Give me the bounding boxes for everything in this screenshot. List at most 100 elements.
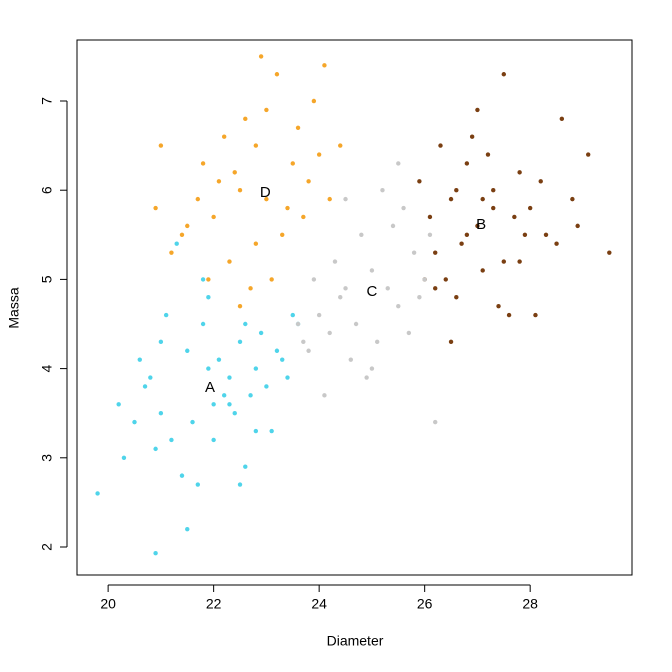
point bbox=[274, 72, 280, 77]
point bbox=[163, 312, 169, 318]
point bbox=[406, 330, 412, 336]
x-tick-label: 20 bbox=[100, 596, 116, 612]
point bbox=[380, 188, 385, 193]
point bbox=[464, 232, 470, 238]
point bbox=[491, 205, 496, 211]
point bbox=[227, 375, 232, 380]
point bbox=[227, 402, 232, 407]
point bbox=[586, 152, 591, 157]
point bbox=[327, 196, 332, 202]
point bbox=[506, 312, 512, 318]
point bbox=[570, 196, 575, 202]
point bbox=[200, 161, 206, 166]
point bbox=[195, 482, 201, 487]
point bbox=[417, 295, 422, 300]
point bbox=[411, 250, 417, 255]
point bbox=[264, 384, 269, 389]
point bbox=[185, 348, 190, 353]
point bbox=[496, 303, 501, 309]
point bbox=[295, 125, 301, 130]
x-tick-label: 28 bbox=[522, 596, 538, 612]
point bbox=[206, 366, 211, 371]
cluster-label: D bbox=[260, 184, 271, 201]
point bbox=[269, 277, 274, 282]
y-tick-label: 7 bbox=[39, 97, 55, 105]
point bbox=[174, 241, 179, 246]
point bbox=[469, 134, 475, 139]
point bbox=[285, 375, 290, 380]
point bbox=[417, 179, 422, 184]
point bbox=[185, 223, 190, 229]
point bbox=[158, 143, 164, 148]
cluster-label: C bbox=[366, 283, 377, 300]
point bbox=[153, 446, 158, 452]
point bbox=[443, 277, 448, 282]
point bbox=[169, 437, 174, 443]
point bbox=[438, 143, 443, 148]
point bbox=[237, 482, 243, 487]
point bbox=[190, 419, 195, 425]
point bbox=[153, 205, 158, 211]
point bbox=[454, 188, 459, 193]
point bbox=[211, 214, 216, 220]
cluster-label: B bbox=[476, 216, 486, 233]
point bbox=[422, 277, 427, 282]
point bbox=[607, 250, 612, 255]
point bbox=[280, 232, 285, 238]
point bbox=[264, 196, 269, 202]
point bbox=[427, 232, 433, 238]
point bbox=[464, 161, 470, 166]
point bbox=[343, 196, 348, 202]
point bbox=[179, 232, 185, 238]
point bbox=[253, 241, 259, 246]
point bbox=[517, 170, 522, 175]
point bbox=[512, 214, 517, 220]
point bbox=[137, 357, 142, 362]
point bbox=[158, 410, 164, 416]
point bbox=[475, 107, 480, 113]
point bbox=[253, 143, 259, 148]
point bbox=[227, 259, 232, 264]
point bbox=[459, 241, 464, 246]
point bbox=[179, 473, 185, 478]
point bbox=[274, 348, 280, 353]
point bbox=[253, 366, 259, 371]
point bbox=[237, 303, 243, 309]
point bbox=[369, 366, 375, 371]
point bbox=[216, 357, 222, 362]
point bbox=[153, 551, 158, 556]
point bbox=[374, 339, 380, 345]
point bbox=[301, 214, 306, 220]
point bbox=[353, 321, 359, 327]
point bbox=[343, 286, 348, 291]
point bbox=[433, 286, 438, 291]
point bbox=[322, 393, 327, 398]
point bbox=[522, 232, 528, 238]
x-axis-label: Diameter bbox=[327, 633, 384, 649]
point bbox=[433, 250, 438, 255]
point bbox=[311, 98, 317, 104]
point bbox=[169, 250, 174, 255]
point bbox=[454, 295, 459, 300]
point bbox=[264, 107, 269, 113]
point bbox=[243, 321, 248, 327]
point bbox=[332, 259, 338, 264]
point bbox=[206, 295, 211, 300]
point bbox=[290, 312, 295, 318]
point bbox=[206, 277, 211, 282]
y-axis-label: Massa bbox=[6, 287, 22, 328]
point bbox=[221, 393, 227, 398]
point bbox=[290, 161, 295, 166]
x-tick-label: 26 bbox=[417, 596, 433, 612]
point bbox=[200, 321, 206, 327]
point bbox=[359, 232, 364, 238]
point bbox=[390, 223, 396, 229]
point bbox=[427, 214, 433, 220]
point bbox=[575, 223, 580, 229]
point bbox=[295, 321, 301, 327]
point bbox=[369, 268, 375, 273]
point bbox=[448, 339, 454, 345]
point bbox=[221, 134, 227, 139]
point bbox=[311, 277, 317, 282]
point bbox=[185, 526, 190, 532]
